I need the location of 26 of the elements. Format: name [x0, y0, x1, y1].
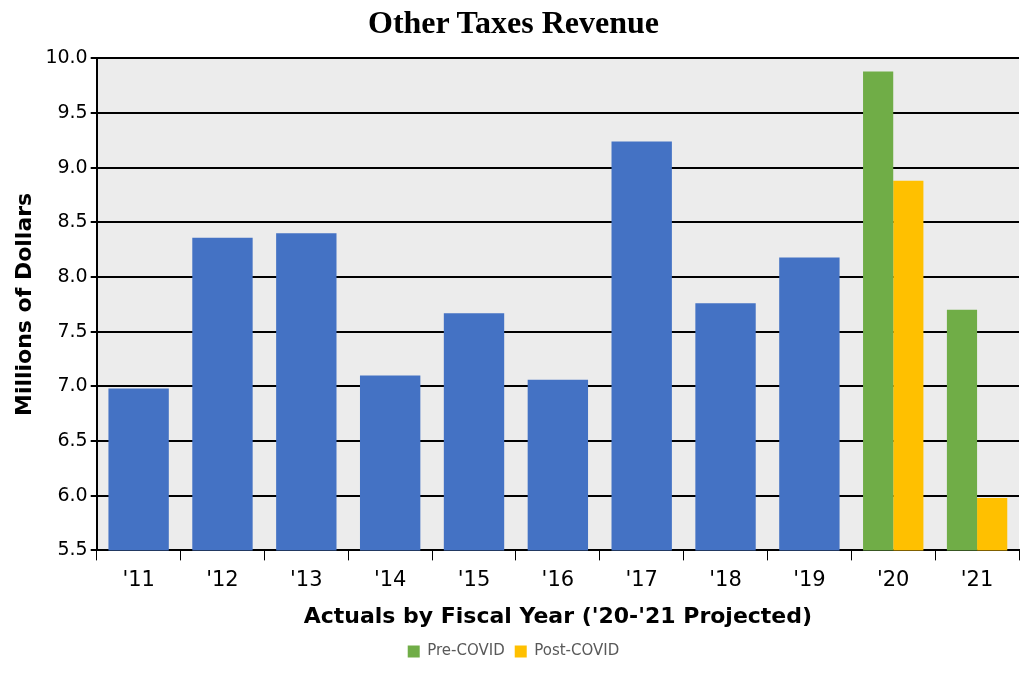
y-tick-label: 8.0	[57, 264, 88, 286]
x-axis-title: Actuals by Fiscal Year ('20-'21 Projected)	[303, 602, 813, 628]
y-tick-label: 10.0	[45, 45, 88, 68]
y-tick-label: 6.5	[57, 428, 88, 450]
x-tick-label: '17	[625, 567, 658, 592]
x-tick-label: '14	[373, 567, 407, 592]
x-tick-label: '13	[290, 567, 323, 592]
x-tick-label: '19	[793, 567, 826, 592]
y-tick-label: 7.0	[57, 373, 88, 396]
x-tick-label: '12	[206, 567, 239, 592]
y-tick-label: 9.5	[57, 100, 88, 122]
y-tick-label: 5.5	[57, 537, 88, 560]
y-tick-label: 7.5	[57, 318, 88, 341]
y-tick-label: 9.0	[57, 154, 88, 177]
y-axis-title: Millions of Dollars	[10, 192, 36, 416]
x-tick-label: '21	[960, 567, 994, 592]
x-tick-label: '16	[541, 567, 575, 592]
x-tick-label: '11	[122, 567, 155, 592]
legend-label: Pre-COVID	[427, 641, 505, 660]
y-tick-label: 8.5	[57, 209, 88, 232]
y-tick-label: 6.0	[57, 482, 88, 505]
chart-title: Other Taxes Revenue	[368, 4, 659, 41]
x-tick-label: '18	[709, 567, 742, 592]
x-tick-label: '20	[876, 567, 910, 592]
x-tick-label: '15	[457, 567, 491, 592]
legend-label: Post-COVID	[534, 641, 620, 660]
